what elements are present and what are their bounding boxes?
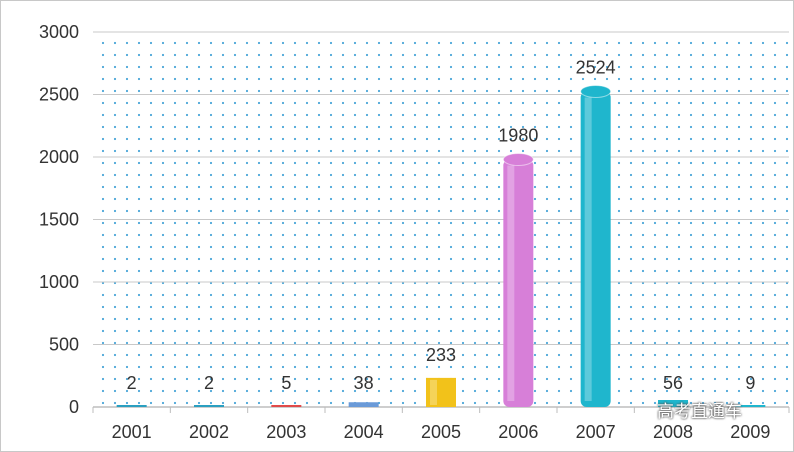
bar — [580, 85, 612, 407]
bar-body — [116, 405, 147, 407]
bar-body — [348, 402, 379, 407]
bar — [426, 377, 456, 407]
data-label: 1980 — [498, 126, 538, 146]
bar — [658, 400, 688, 407]
data-label: 5 — [281, 373, 291, 393]
data-label: 38 — [354, 373, 374, 393]
bar-top — [502, 153, 534, 166]
bar-highlight — [584, 97, 592, 401]
x-tick-label: 2005 — [421, 422, 461, 442]
x-tick-label: 2001 — [112, 422, 152, 442]
bar — [502, 153, 534, 407]
bar-body — [503, 159, 534, 407]
bar-body — [271, 405, 302, 407]
x-tick-label: 2009 — [730, 422, 770, 442]
data-label: 2 — [204, 373, 214, 393]
bar — [348, 402, 379, 407]
x-tick-label: 2008 — [653, 422, 693, 442]
y-tick-label: 3000 — [39, 22, 79, 42]
bar-highlight — [507, 165, 515, 401]
watermark: 高考直通车 — [657, 402, 742, 422]
data-label: 56 — [663, 373, 683, 393]
x-tick-label: 2002 — [189, 422, 229, 442]
bar-body — [426, 377, 456, 407]
data-label: 2524 — [576, 58, 616, 78]
y-tick-label: 0 — [69, 397, 79, 417]
data-label: 2 — [127, 373, 137, 393]
bar — [271, 405, 302, 407]
x-tick-label: 2004 — [344, 422, 384, 442]
y-tick-label: 500 — [49, 335, 79, 355]
y-tick-label: 2000 — [39, 147, 79, 167]
y-tick-label: 1500 — [39, 210, 79, 230]
x-tick-label: 2007 — [576, 422, 616, 442]
bar-body — [580, 91, 611, 407]
bar-body — [658, 400, 688, 407]
data-label: 9 — [745, 373, 755, 393]
bar-top — [580, 85, 612, 98]
x-tick-label: 2003 — [266, 422, 306, 442]
bar-highlight — [430, 379, 437, 405]
bar-body — [735, 405, 766, 407]
bar-body — [194, 405, 224, 407]
bar — [116, 405, 147, 407]
x-tick-label: 2006 — [498, 422, 538, 442]
y-tick-label: 1000 — [39, 272, 79, 292]
bar — [735, 405, 766, 407]
bar — [194, 405, 224, 407]
y-tick-label: 2500 — [39, 85, 79, 105]
data-label: 233 — [426, 345, 456, 365]
